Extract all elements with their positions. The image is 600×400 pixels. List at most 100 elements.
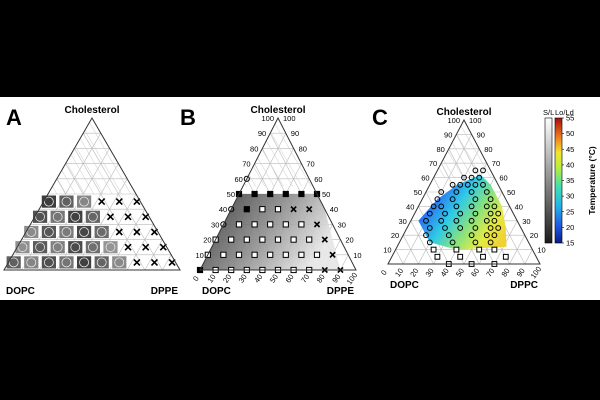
vertex-label-left: DOPC <box>6 286 35 297</box>
lold-circle-marker <box>472 210 479 217</box>
tick-label-left: 50 <box>414 188 422 197</box>
lold-circle-marker <box>457 181 464 188</box>
lold-circle-marker <box>449 181 456 188</box>
lold-circle-marker <box>495 210 502 217</box>
lold-circle-marker <box>430 203 437 210</box>
tick-label-bottom: 10 <box>393 267 405 279</box>
phase-region <box>200 194 341 270</box>
tick-label-bottom: 20 <box>408 267 420 279</box>
grid-line-right <box>162 254 172 271</box>
panel-letter: A <box>6 105 22 130</box>
vesicle-outline <box>26 227 37 237</box>
lold-circle-marker <box>472 167 479 174</box>
tick-label-left: 60 <box>234 175 242 184</box>
lold-circle-marker <box>472 225 479 231</box>
lold-circle-marker <box>468 203 475 210</box>
colorbar-label-sl: S/L <box>543 108 554 117</box>
vertex-label-right: DPPC <box>510 280 538 291</box>
tick-label-bottom: 100 <box>345 271 360 286</box>
lold-circle-marker <box>457 225 464 231</box>
vesicle-outline <box>79 196 89 207</box>
cross-marker <box>321 236 328 243</box>
tick-label-right: 30 <box>522 217 530 226</box>
filled-square-marker <box>298 190 305 198</box>
tick-label-bottom: 50 <box>454 267 466 279</box>
micrograph-tile <box>102 240 119 255</box>
tick-label-bottom: 0 <box>379 268 389 277</box>
sl-square-marker <box>434 253 441 260</box>
colorbar-tick-label: 35 <box>566 176 574 185</box>
micrograph-tile <box>58 225 75 239</box>
tick-label-right: 60 <box>499 174 507 183</box>
micrograph-tile <box>84 209 101 224</box>
open-square-marker <box>290 236 297 243</box>
grid-line-left <box>410 220 434 265</box>
micrograph-tile <box>111 255 128 270</box>
grid-line-right <box>524 249 533 265</box>
tick-label-bottom: 100 <box>529 265 544 280</box>
tick-label-right: 40 <box>515 202 523 211</box>
lold-circle-marker <box>453 189 460 195</box>
vesicle-outline <box>96 227 107 237</box>
tick-label-bottom: 60 <box>469 267 481 279</box>
lold-circle-marker <box>438 189 445 195</box>
tick-label-left: 30 <box>398 217 406 226</box>
open-square-marker <box>243 236 250 243</box>
tick-label-left: 20 <box>203 236 211 245</box>
lold-circle-marker <box>495 225 502 231</box>
grid-line-right <box>509 235 526 265</box>
lold-circle-marker <box>491 217 498 224</box>
tick-label-right: 10 <box>537 246 545 255</box>
tick-label-bottom: 90 <box>515 267 527 279</box>
colorbar-gray <box>544 117 553 244</box>
sl-square-marker <box>476 246 483 253</box>
tick-label-left: 40 <box>406 202 414 211</box>
colorbar-tick-label: 25 <box>566 207 574 216</box>
colorbar-tick-label: 55 <box>566 114 574 123</box>
lold-circle-marker <box>438 203 445 210</box>
circle-marker <box>228 206 235 213</box>
tick-label-left: 20 <box>391 231 399 240</box>
vertex-label-top: Cholesterol <box>64 105 119 116</box>
lold-circle-marker <box>461 174 467 181</box>
vesicle-outline <box>79 257 89 268</box>
tick-label-left: 70 <box>242 160 250 169</box>
open-square-marker <box>228 236 235 243</box>
lold-circle-marker <box>483 203 490 210</box>
tick-label-left: 40 <box>219 205 227 214</box>
open-square-marker <box>298 251 305 258</box>
panel-letter: C <box>372 105 388 130</box>
colorbar-label-lold: Lo/Ld <box>555 108 574 117</box>
lold-circle-marker <box>472 239 479 246</box>
lold-circle-marker <box>457 210 464 217</box>
tick-label-bottom: 70 <box>299 273 311 285</box>
tick-label-bottom: 10 <box>205 273 217 285</box>
tick-label-left: 10 <box>383 246 391 255</box>
vesicle-outline <box>61 227 72 237</box>
vertex-label-top: Cholesterol <box>250 105 305 116</box>
lold-circle-marker <box>423 232 429 239</box>
lold-circle-marker <box>449 196 456 203</box>
tick-label-right: 40 <box>330 205 338 214</box>
tick-label-bottom: 40 <box>252 273 264 285</box>
lold-circle-marker <box>483 217 490 224</box>
micrograph-tile <box>76 255 92 270</box>
tick-label-left: 90 <box>444 130 452 139</box>
sl-square-marker <box>453 246 460 253</box>
tick-label-right: 90 <box>477 130 485 139</box>
open-square-marker <box>282 221 289 228</box>
cross-marker <box>124 213 132 221</box>
colorbar-tick-label: 15 <box>566 239 574 248</box>
lold-circle-marker <box>483 232 490 239</box>
open-square-marker <box>259 236 266 243</box>
tick-label-right: 70 <box>306 160 314 169</box>
cross-marker <box>306 206 313 213</box>
vertex-label-left: DOPC <box>202 286 231 297</box>
open-square-marker <box>306 236 313 243</box>
lold-circle-marker <box>480 181 486 188</box>
vesicle-outline <box>96 257 107 268</box>
cross-marker <box>106 213 115 221</box>
vesicle-outline <box>35 211 45 222</box>
cross-marker <box>313 221 321 228</box>
